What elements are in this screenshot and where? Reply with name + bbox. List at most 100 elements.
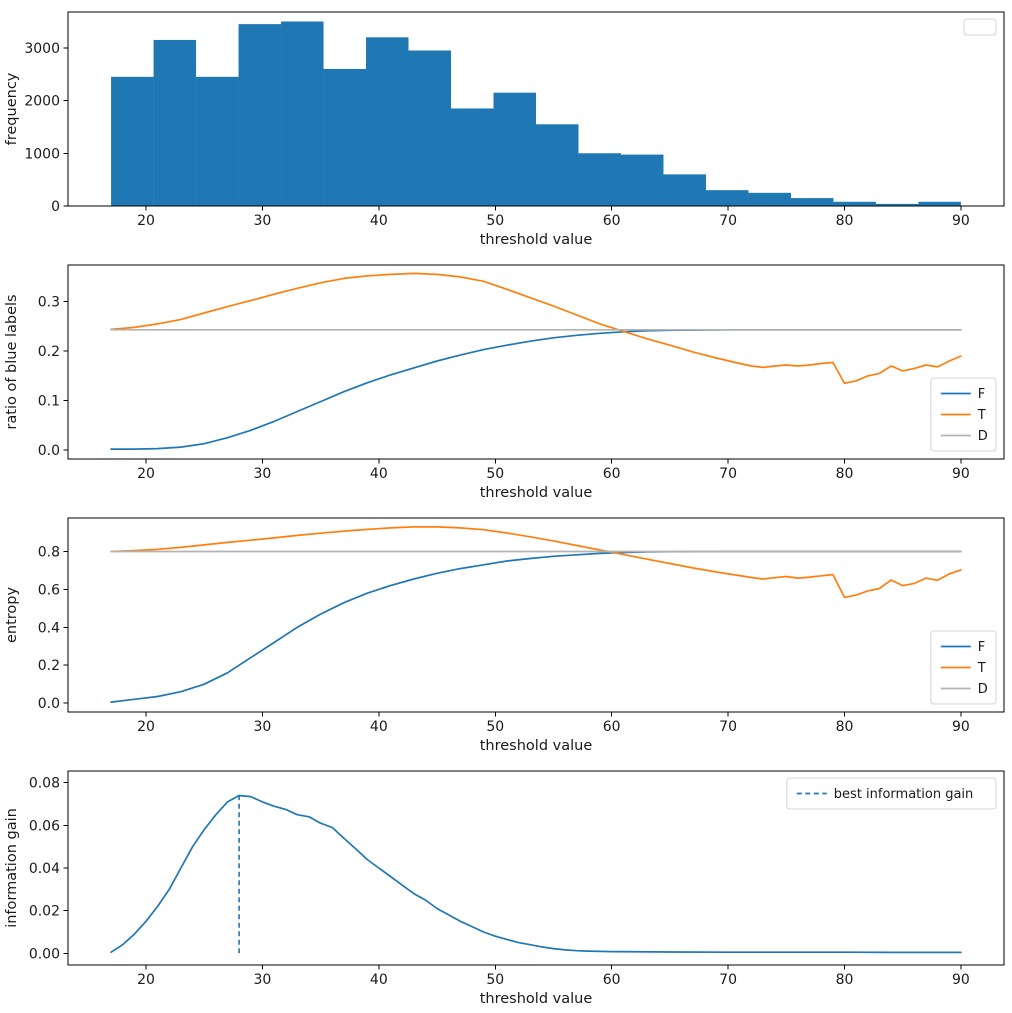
y-tick-label: 0.3 bbox=[38, 295, 60, 311]
legend-label: best information gain bbox=[834, 787, 973, 802]
histogram-bar bbox=[705, 190, 749, 206]
legend-box bbox=[963, 18, 997, 36]
x-tick-label: 20 bbox=[137, 466, 155, 482]
chart-information-gain: 20 30 40 50 60 70 80 90 0.00 0.02 0.04 0.06 0.08 thre… bbox=[4, 770, 1005, 1007]
histogram-bar bbox=[153, 39, 197, 206]
x-tick-label: 50 bbox=[486, 466, 504, 482]
x-tick-label: 70 bbox=[719, 719, 737, 735]
legend-label: F bbox=[978, 387, 985, 402]
legend-label: F bbox=[978, 640, 985, 655]
y-tick-label: 0.2 bbox=[38, 658, 60, 674]
y-tick-label: 0.6 bbox=[38, 582, 60, 598]
x-tick-label: 50 bbox=[486, 972, 504, 988]
x-tick-label: 90 bbox=[952, 719, 970, 735]
x-axis-label: threshold value bbox=[480, 738, 593, 754]
subplot-frequency-histogram: 20 30 40 50 60 70 80 90 0 1000 2000 3000 threshold v… bbox=[0, 0, 1012, 253]
x-tick-label: 60 bbox=[603, 213, 621, 229]
histogram-bar bbox=[111, 76, 154, 206]
histogram-bar bbox=[578, 153, 621, 206]
series-T bbox=[110, 526, 962, 599]
x-axis-label: threshold value bbox=[480, 485, 593, 501]
y-tick-label: 0.02 bbox=[29, 904, 60, 920]
y-axis-label: ratio of blue labels bbox=[4, 294, 20, 429]
x-tick-label: 90 bbox=[952, 466, 970, 482]
y-tick-label: 0.0 bbox=[38, 443, 60, 459]
legend-box bbox=[786, 777, 997, 810]
y-axis-label: information gain bbox=[4, 808, 20, 928]
x-tick-label: 30 bbox=[254, 213, 272, 229]
x-tick-label: 80 bbox=[836, 213, 854, 229]
x-tick-label: 40 bbox=[370, 466, 388, 482]
legend-label: D bbox=[978, 682, 988, 697]
y-axis-label: entropy bbox=[4, 587, 20, 644]
x-tick-label: 40 bbox=[370, 213, 388, 229]
x-axis-label: threshold value bbox=[480, 232, 593, 248]
histogram-bar bbox=[366, 37, 409, 206]
y-tick-label: 0.0 bbox=[38, 696, 60, 712]
x-axis-label: threshold value bbox=[480, 991, 593, 1007]
x-tick-label: 80 bbox=[836, 972, 854, 988]
y-tick-label: 0 bbox=[51, 199, 60, 215]
series-information-gain bbox=[110, 794, 962, 954]
series-T bbox=[110, 272, 962, 385]
x-tick-label: 50 bbox=[486, 719, 504, 735]
x-tick-label: 90 bbox=[952, 213, 970, 229]
histogram-bar bbox=[238, 24, 282, 207]
histogram-bar bbox=[281, 21, 324, 206]
subplot-entropy: 20 30 40 50 60 70 80 90 0.0 0.2 0.4 0.6 0.8 threshold… bbox=[0, 506, 1012, 759]
y-tick-label: 0.06 bbox=[29, 818, 60, 834]
x-tick-label: 70 bbox=[719, 213, 737, 229]
histogram-bar bbox=[918, 201, 961, 206]
histogram-bar bbox=[323, 68, 367, 207]
subplot-information-gain: 20 30 40 50 60 70 80 90 0.00 0.02 0.04 0.06 0.08 thre… bbox=[0, 759, 1012, 1012]
y-tick-label: 3000 bbox=[24, 41, 60, 57]
histogram-bar bbox=[790, 198, 834, 206]
y-tick-label: 0.08 bbox=[29, 776, 60, 792]
x-tick-label: 70 bbox=[719, 466, 737, 482]
x-tick-label: 70 bbox=[719, 972, 737, 988]
chart-entropy: 20 30 40 50 60 70 80 90 0.0 0.2 0.4 0.6 0.8 threshold… bbox=[4, 517, 1005, 754]
x-tick-label: 30 bbox=[254, 972, 272, 988]
x-tick-label: 30 bbox=[254, 466, 272, 482]
x-tick-label: 80 bbox=[836, 719, 854, 735]
y-tick-label: 0.4 bbox=[38, 620, 60, 636]
x-tick-label: 60 bbox=[603, 972, 621, 988]
y-tick-label: 0.8 bbox=[38, 545, 60, 561]
histogram-bar bbox=[620, 154, 664, 206]
histogram-bar bbox=[408, 50, 452, 207]
x-tick-label: 20 bbox=[137, 972, 155, 988]
y-tick-label: 0.1 bbox=[38, 394, 60, 410]
chart-frequency-histogram: 20 30 40 50 60 70 80 90 0 1000 2000 3000 threshold v… bbox=[4, 11, 1005, 248]
plot-frame bbox=[67, 517, 1005, 713]
x-tick-label: 80 bbox=[836, 466, 854, 482]
x-tick-label: 50 bbox=[486, 213, 504, 229]
legend-label: T bbox=[977, 661, 986, 676]
histogram-bar bbox=[536, 124, 579, 206]
x-tick-label: 20 bbox=[137, 213, 155, 229]
histogram-bar bbox=[196, 76, 239, 206]
histogram-bar bbox=[493, 92, 536, 206]
x-tick-label: 90 bbox=[952, 972, 970, 988]
y-tick-label: 0.2 bbox=[38, 344, 60, 360]
x-tick-label: 60 bbox=[603, 719, 621, 735]
histogram-bar bbox=[748, 192, 791, 206]
x-tick-label: 30 bbox=[254, 719, 272, 735]
x-tick-label: 60 bbox=[603, 466, 621, 482]
histogram-bar bbox=[833, 201, 876, 206]
histogram-bar bbox=[875, 203, 919, 206]
chart-ratio-of-blue-labels: 20 30 40 50 60 70 80 90 0.0 0.1 0.2 0.3 threshold va… bbox=[4, 264, 1005, 501]
y-axis-label: frequency bbox=[4, 72, 20, 145]
x-tick-label: 20 bbox=[137, 719, 155, 735]
series-F bbox=[110, 328, 962, 450]
x-tick-label: 40 bbox=[370, 972, 388, 988]
subplot-ratio-of-blue-labels: 20 30 40 50 60 70 80 90 0.0 0.1 0.2 0.3 threshold va… bbox=[0, 253, 1012, 506]
y-tick-label: 2000 bbox=[24, 94, 60, 110]
y-tick-label: 0.00 bbox=[29, 946, 60, 962]
legend-label: T bbox=[977, 408, 986, 423]
y-tick-label: 1000 bbox=[24, 146, 60, 162]
plot-frame bbox=[67, 11, 1005, 207]
plot-frame bbox=[67, 264, 1005, 460]
histogram-bar bbox=[451, 108, 494, 206]
histogram-bar bbox=[663, 174, 706, 206]
